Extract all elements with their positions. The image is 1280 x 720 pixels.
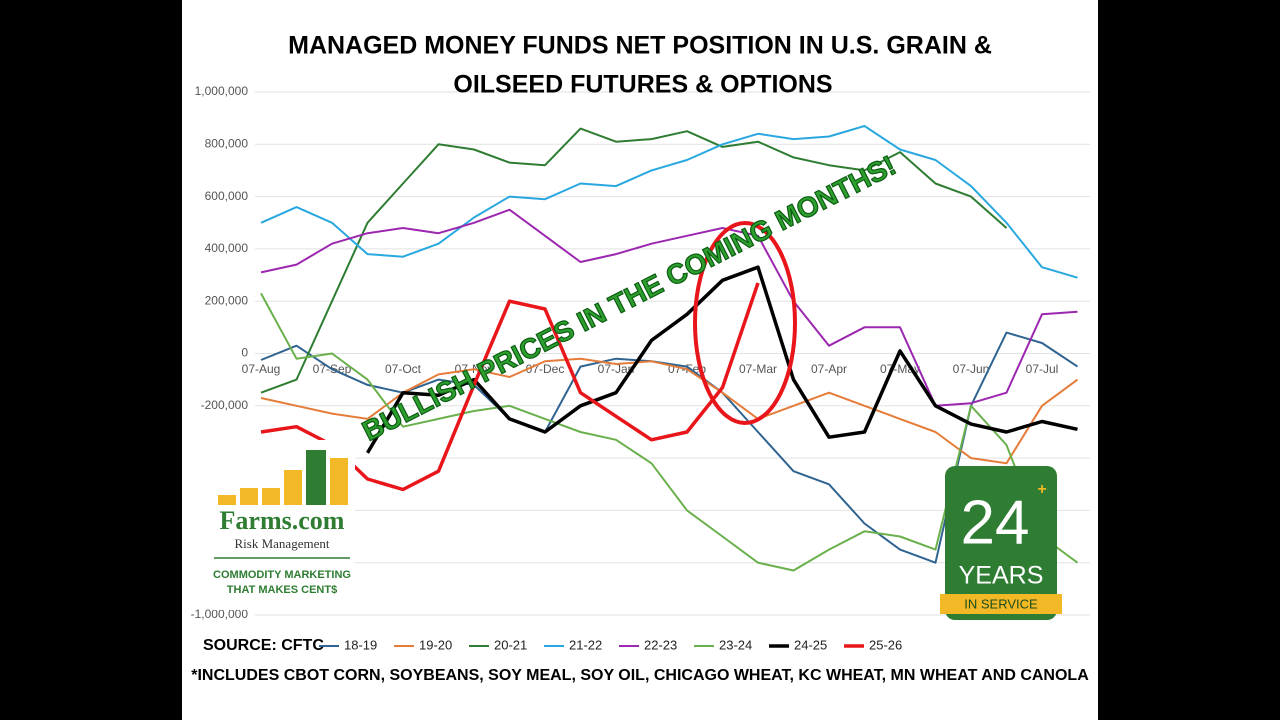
logo-bar <box>284 470 302 505</box>
legend-label: 20-21 <box>494 637 527 652</box>
logo-bar <box>218 495 236 505</box>
x-tick-label: 07-Aug <box>242 362 281 376</box>
x-tick-label: 07-Mar <box>739 362 777 376</box>
y-tick-label: 600,000 <box>205 189 249 203</box>
badge-bg <box>945 466 1057 620</box>
logo: Farms.com Risk Management COMMODITY MARK… <box>210 440 355 610</box>
badge-word: YEARS <box>959 562 1044 590</box>
y-tick-label: 800,000 <box>205 136 249 150</box>
y-tick-label: 400,000 <box>205 241 249 255</box>
logo-tagline: COMMODITY MARKETING <box>213 569 351 581</box>
footnote: *INCLUDES CBOT CORN, SOYBEANS, SOY MEAL,… <box>191 667 1089 684</box>
legend-label: 23-24 <box>719 637 752 652</box>
x-tick-label: 07-Oct <box>385 362 422 376</box>
series-line <box>260 331 1079 564</box>
legend-label: 21-22 <box>569 637 602 652</box>
logo-name: Farms.com <box>220 506 345 535</box>
x-tick-label: 07-Apr <box>811 362 847 376</box>
badge: 24 + YEARS IN SERVICE <box>940 466 1062 620</box>
legend-label: 18-19 <box>344 637 377 652</box>
badge-plus: + <box>1037 481 1046 498</box>
chart-title: MANAGED MONEY FUNDS NET POSITION IN U.S.… <box>288 32 992 60</box>
legend-label: 24-25 <box>794 637 827 652</box>
x-tick-label: 07-Jan <box>598 362 635 376</box>
highlight-ellipse <box>693 221 797 425</box>
logo-bar <box>262 488 280 505</box>
logo-sub: Risk Management <box>235 536 330 551</box>
logo-silo <box>306 450 326 505</box>
series-line <box>365 265 1078 454</box>
badge-banner <box>940 594 1062 614</box>
y-tick-label: 200,000 <box>205 293 249 307</box>
y-tick-label: 0 <box>241 346 248 360</box>
series-line <box>260 208 1078 407</box>
x-tick-label: 07-Jun <box>953 362 990 376</box>
logo-bar <box>330 458 348 505</box>
badge-number: 24 <box>961 488 1030 557</box>
y-tick-label: -200,000 <box>201 398 249 412</box>
source: SOURCE: CFTC <box>203 637 324 654</box>
series-line <box>260 357 1079 465</box>
series-line <box>260 127 1008 394</box>
legend-label: 22-23 <box>644 637 677 652</box>
x-tick-label: 07-Jul <box>1026 362 1059 376</box>
y-tick-label: 1,000,000 <box>195 84 249 98</box>
plot <box>260 125 1079 572</box>
legend: 18-19 19-20 20-21 21-22 22-23 23-24 24-25 25-26 <box>319 637 902 652</box>
series-line <box>260 125 1078 279</box>
series-line <box>260 292 1079 572</box>
legend-label: 25-26 <box>869 637 902 652</box>
logo-tagline: THAT MAKES CENT$ <box>227 584 337 596</box>
badge-banner-text: IN SERVICE <box>964 596 1038 611</box>
logo-bar <box>240 488 258 505</box>
chart-title: OILSEED FUTURES & OPTIONS <box>453 71 832 99</box>
y-tick-label: -1,000,000 <box>191 607 249 621</box>
legend-label: 19-20 <box>419 637 452 652</box>
